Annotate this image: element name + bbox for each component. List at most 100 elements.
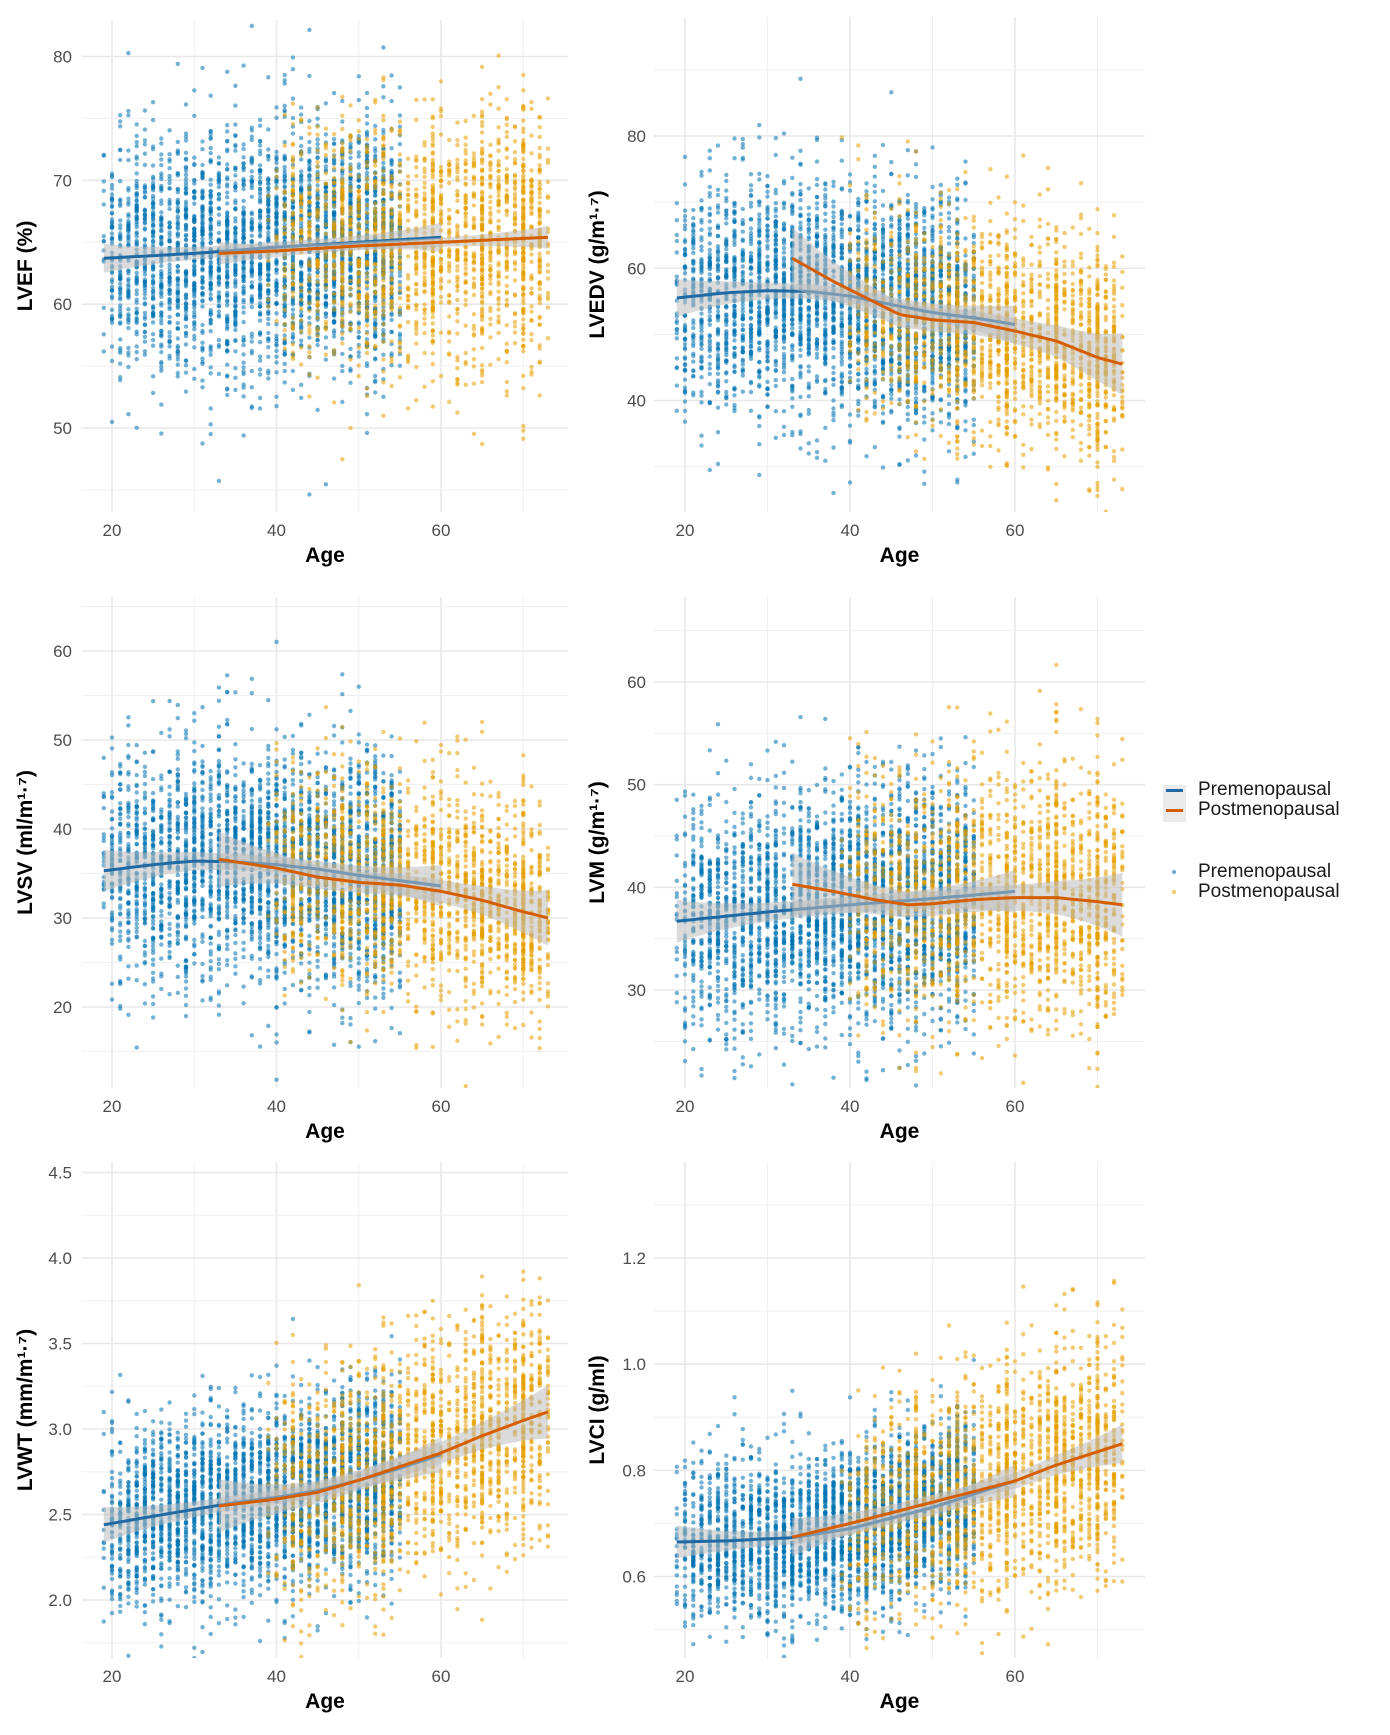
- scatter-point-premenopausal: [323, 189, 329, 194]
- scatter-point-postmenopausal: [356, 271, 361, 276]
- scatter-point-postmenopausal: [340, 229, 345, 235]
- scatter-point-postmenopausal: [414, 341, 419, 346]
- scatter-point-premenopausal: [389, 162, 394, 167]
- scatter-point-premenopausal: [340, 369, 345, 374]
- scatter-point-premenopausal: [299, 179, 304, 185]
- scatter-point-postmenopausal: [512, 262, 518, 267]
- scatter-point-postmenopausal: [340, 205, 345, 210]
- scatter-point-premenopausal: [282, 109, 287, 115]
- scatter-point-premenopausal: [200, 322, 205, 328]
- scatter-point-premenopausal: [282, 210, 287, 215]
- scatter-point-premenopausal: [142, 138, 148, 143]
- scatter-point-postmenopausal: [512, 124, 518, 129]
- scatter-point-postmenopausal: [381, 302, 386, 307]
- scatter-point-premenopausal: [192, 113, 197, 119]
- scatter-point-premenopausal: [274, 267, 279, 272]
- scatter-point-premenopausal: [208, 222, 213, 227]
- scatter-point-premenopausal: [200, 330, 205, 335]
- scatter-point-postmenopausal: [397, 129, 403, 134]
- scatter-point-premenopausal: [233, 103, 238, 108]
- scatter-point-postmenopausal: [504, 199, 509, 204]
- scatter-point-postmenopausal: [479, 373, 485, 378]
- scatter-point-postmenopausal: [463, 205, 468, 211]
- scatter-point-postmenopausal: [348, 292, 353, 297]
- scatter-point-premenopausal: [257, 179, 263, 184]
- scatter-point-premenopausal: [241, 155, 246, 160]
- scatter-point-postmenopausal: [521, 436, 526, 441]
- scatter-point-postmenopausal: [348, 216, 353, 222]
- scatter-point-postmenopausal: [397, 289, 403, 294]
- scatter-point-premenopausal: [257, 163, 263, 168]
- scatter-point-premenopausal: [233, 273, 238, 278]
- scatter-point-postmenopausal: [414, 254, 419, 259]
- scatter-point-premenopausal: [167, 197, 172, 203]
- scatter-point-premenopausal: [299, 184, 304, 189]
- scatter-point-premenopausal: [299, 395, 304, 401]
- scatter-point-postmenopausal: [537, 155, 542, 160]
- scatter-point-postmenopausal: [340, 201, 345, 206]
- scatter-point-postmenopausal: [496, 162, 501, 167]
- scatter-point-postmenopausal: [488, 281, 493, 286]
- scatter-point-postmenopausal: [521, 246, 526, 251]
- scatter-point-postmenopausal: [290, 218, 296, 224]
- scatter-point-premenopausal: [233, 206, 238, 211]
- scatter-point-postmenopausal: [299, 306, 304, 311]
- scatter-point-premenopausal: [340, 399, 345, 405]
- scatter-point-postmenopausal: [348, 188, 353, 194]
- scatter-point-postmenopausal: [504, 212, 509, 217]
- scatter-point-premenopausal: [150, 313, 156, 319]
- scatter-point-premenopausal: [249, 169, 254, 174]
- scatter-point-postmenopausal: [397, 189, 403, 195]
- scatter-point-premenopausal: [192, 294, 197, 299]
- scatter-point-postmenopausal: [397, 132, 403, 137]
- scatter-point-postmenopausal: [430, 191, 435, 196]
- scatter-point-premenopausal: [323, 132, 329, 137]
- scatter-point-premenopausal: [208, 135, 213, 140]
- scatter-point-postmenopausal: [389, 212, 394, 217]
- scatter-point-premenopausal: [118, 124, 123, 129]
- scatter-point-postmenopausal: [463, 323, 468, 328]
- scatter-point-postmenopausal: [455, 170, 460, 175]
- scatter-point-premenopausal: [364, 223, 370, 229]
- scatter-point-premenopausal: [257, 234, 263, 239]
- scatter-point-premenopausal: [274, 311, 279, 316]
- scatter-point-postmenopausal: [529, 177, 534, 182]
- scatter-point-premenopausal: [200, 291, 205, 297]
- scatter-point-premenopausal: [315, 295, 320, 301]
- scatter-point-premenopausal: [183, 138, 189, 143]
- scatter-point-premenopausal: [216, 337, 222, 343]
- scatter-point-premenopausal: [257, 312, 263, 317]
- scatter-point-postmenopausal: [389, 191, 394, 197]
- scatter-point-postmenopausal: [414, 327, 419, 332]
- scatter-point-premenopausal: [126, 196, 131, 201]
- scatter-point-postmenopausal: [356, 263, 361, 268]
- scatter-point-postmenopausal: [471, 357, 477, 362]
- scatter-point-premenopausal: [356, 74, 361, 79]
- scatter-point-postmenopausal: [348, 322, 353, 327]
- scatter-point-premenopausal: [373, 257, 378, 262]
- scatter-point-premenopausal: [373, 390, 378, 395]
- scatter-point-premenopausal: [356, 335, 361, 340]
- scatter-point-postmenopausal: [521, 226, 526, 231]
- scatter-point-postmenopausal: [356, 363, 361, 368]
- scatter-point-postmenopausal: [496, 125, 501, 130]
- scatter-point-premenopausal: [266, 202, 271, 207]
- scatter-point-postmenopausal: [504, 155, 509, 160]
- scatter-point-premenopausal: [175, 374, 180, 379]
- scatter-point-premenopausal: [208, 422, 213, 427]
- scatter-point-premenopausal: [373, 123, 378, 129]
- scatter-point-postmenopausal: [356, 345, 361, 350]
- scatter-point-premenopausal: [134, 194, 139, 199]
- scatter-point-postmenopausal: [488, 335, 493, 340]
- scatter-point-premenopausal: [241, 271, 246, 276]
- scatter-point-premenopausal: [299, 189, 304, 195]
- scatter-point-postmenopausal: [290, 227, 296, 232]
- scatter-point-postmenopausal: [381, 313, 386, 318]
- scatter-point-premenopausal: [241, 382, 246, 387]
- scatter-point-postmenopausal: [430, 124, 435, 130]
- scatter-point-postmenopausal: [504, 97, 509, 102]
- scatter-point-postmenopausal: [282, 265, 287, 270]
- scatter-point-postmenopausal: [463, 382, 468, 387]
- scatter-point-premenopausal: [290, 96, 296, 101]
- scatter-point-premenopausal: [142, 291, 148, 297]
